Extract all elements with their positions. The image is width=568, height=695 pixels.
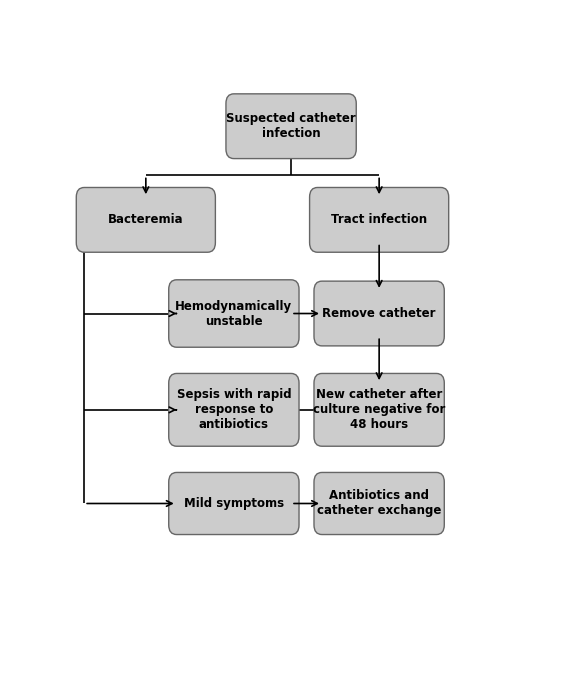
- Text: Remove catheter: Remove catheter: [323, 307, 436, 320]
- Text: Bacteremia: Bacteremia: [108, 213, 183, 227]
- Text: Sepsis with rapid
response to
antibiotics: Sepsis with rapid response to antibiotic…: [177, 389, 291, 432]
- FancyBboxPatch shape: [76, 188, 215, 252]
- Text: New catheter after
culture negative for
48 hours: New catheter after culture negative for …: [313, 389, 445, 432]
- FancyBboxPatch shape: [314, 373, 444, 446]
- Text: Antibiotics and
catheter exchange: Antibiotics and catheter exchange: [317, 489, 441, 518]
- FancyBboxPatch shape: [169, 280, 299, 348]
- Text: Suspected catheter
infection: Suspected catheter infection: [226, 112, 356, 140]
- FancyBboxPatch shape: [314, 473, 444, 534]
- FancyBboxPatch shape: [169, 473, 299, 534]
- FancyBboxPatch shape: [169, 373, 299, 446]
- FancyBboxPatch shape: [314, 281, 444, 346]
- Text: Mild symptoms: Mild symptoms: [184, 497, 284, 510]
- Text: Hemodynamically
unstable: Hemodynamically unstable: [176, 300, 293, 327]
- FancyBboxPatch shape: [226, 94, 356, 158]
- FancyBboxPatch shape: [310, 188, 449, 252]
- Text: Tract infection: Tract infection: [331, 213, 427, 227]
